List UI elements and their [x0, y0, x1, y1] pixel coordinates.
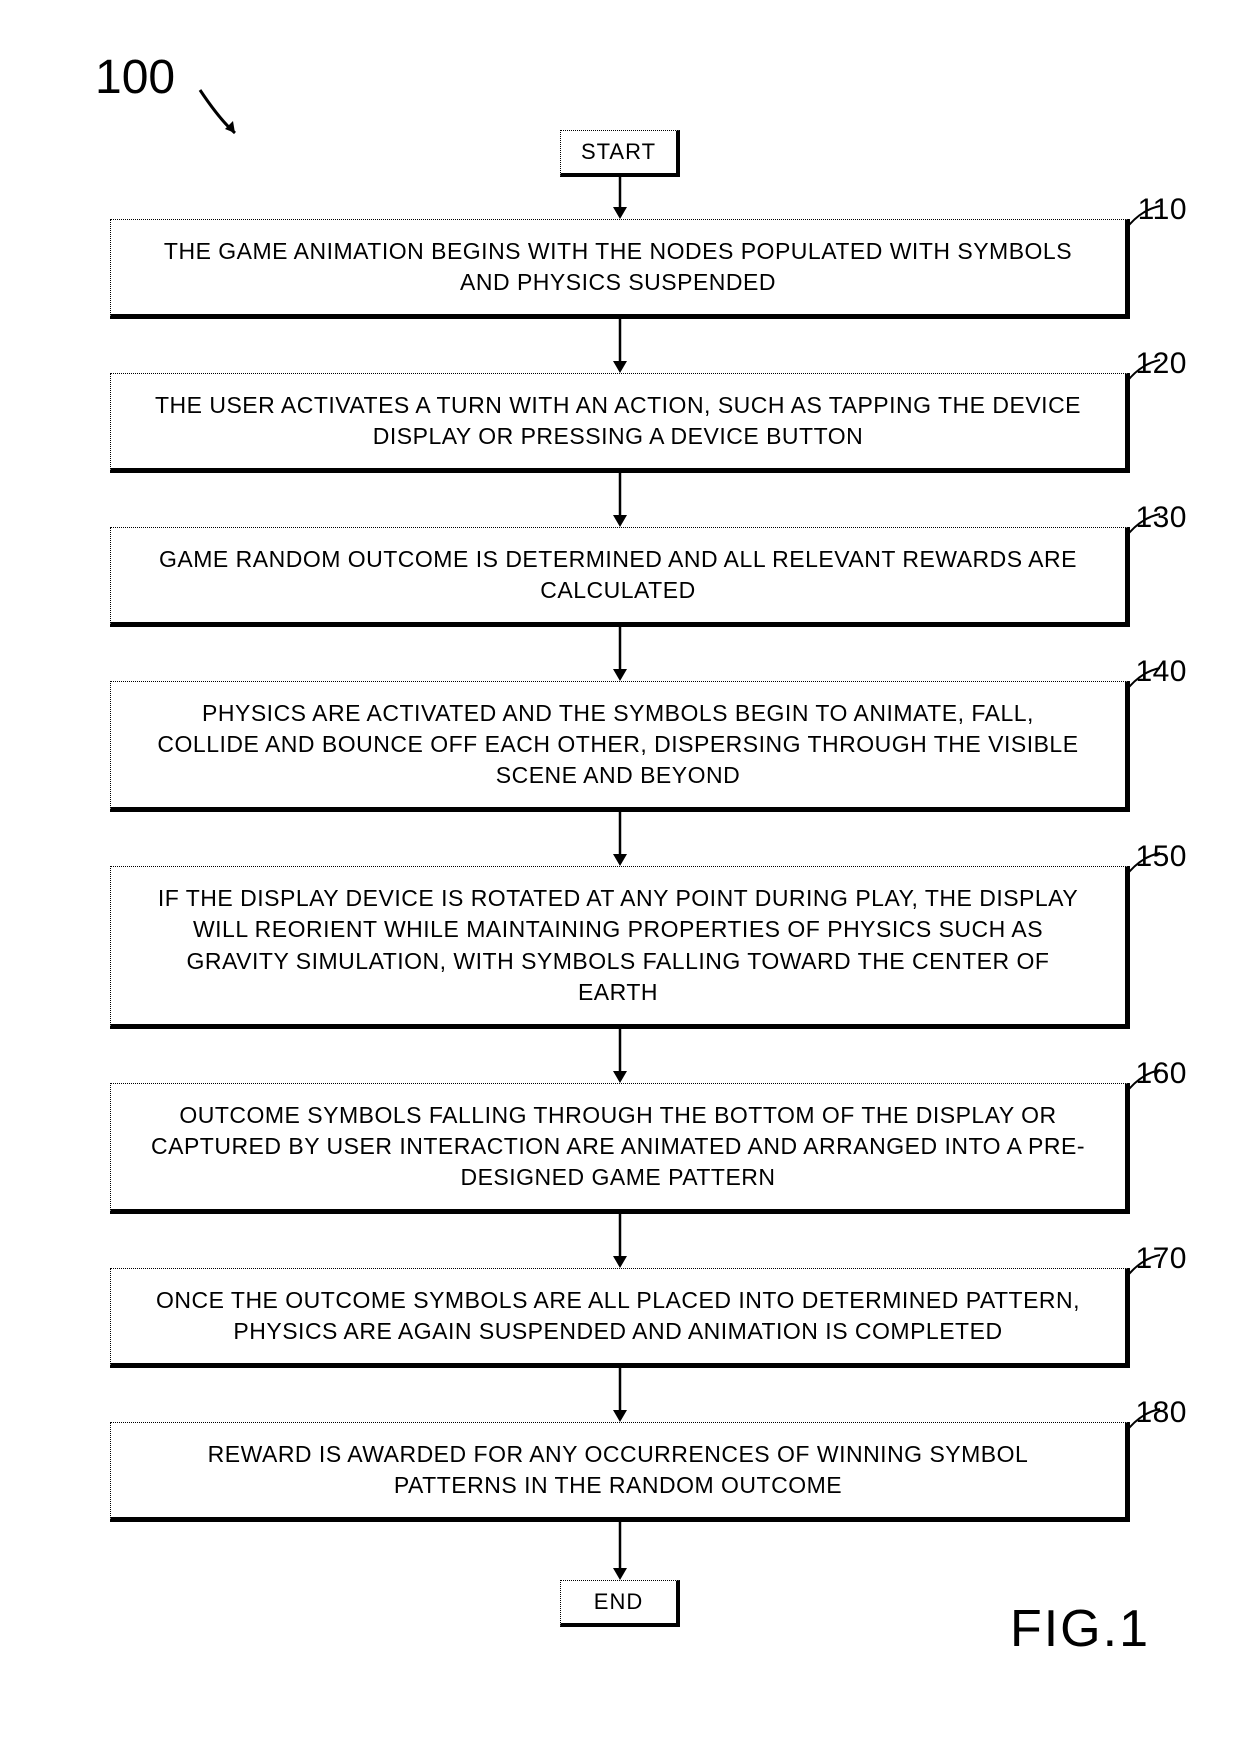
end-terminal: END: [560, 1580, 680, 1627]
process-text: THE GAME ANIMATION BEGINS WITH THE NODES…: [164, 238, 1072, 295]
process-step-130: 130 GAME RANDOM OUTCOME IS DETERMINED AN…: [110, 527, 1130, 627]
ref-label: 170: [1135, 1239, 1187, 1280]
process-text: REWARD IS AWARDED FOR ANY OCCURRENCES OF…: [208, 1441, 1029, 1498]
figure-label: FIG.1: [1010, 1599, 1150, 1659]
arrow-down-icon: [610, 812, 630, 866]
process-text: IF THE DISPLAY DEVICE IS ROTATED AT ANY …: [158, 885, 1078, 1004]
figure-number: 100: [95, 50, 175, 105]
process-step-180: 180 REWARD IS AWARDED FOR ANY OCCURRENCE…: [110, 1422, 1130, 1522]
process-step-120: 120 THE USER ACTIVATES A TURN WITH AN AC…: [110, 373, 1130, 473]
arrow-down-icon: [610, 627, 630, 681]
arrow-down-icon: [610, 319, 630, 373]
ref-label: 160: [1135, 1054, 1187, 1095]
process-text: OUTCOME SYMBOLS FALLING THROUGH THE BOTT…: [151, 1102, 1085, 1190]
arrow-down-icon: [610, 177, 630, 219]
arrow-down-icon: [610, 1029, 630, 1083]
ref-label: 110: [1138, 190, 1187, 231]
process-step-170: 170 ONCE THE OUTCOME SYMBOLS ARE ALL PLA…: [110, 1268, 1130, 1368]
process-step-140: 140 PHYSICS ARE ACTIVATED AND THE SYMBOL…: [110, 681, 1130, 812]
ref-label: 130: [1135, 498, 1187, 539]
process-step-110: 110 THE GAME ANIMATION BEGINS WITH THE N…: [110, 219, 1130, 319]
arrow-down-icon: [610, 1214, 630, 1268]
ref-label: 120: [1135, 344, 1187, 385]
process-text: ONCE THE OUTCOME SYMBOLS ARE ALL PLACED …: [156, 1287, 1080, 1344]
process-text: PHYSICS ARE ACTIVATED AND THE SYMBOLS BE…: [157, 700, 1078, 788]
ref-label: 140: [1135, 652, 1187, 693]
flowchart-container: START 110 THE GAME ANIMATION BEGINS WITH…: [60, 130, 1180, 1627]
arrow-down-icon: [610, 1522, 630, 1580]
process-step-150: 150 IF THE DISPLAY DEVICE IS ROTATED AT …: [110, 866, 1130, 1028]
ref-label: 180: [1135, 1393, 1187, 1434]
process-step-160: 160 OUTCOME SYMBOLS FALLING THROUGH THE …: [110, 1083, 1130, 1214]
arrow-down-icon: [610, 473, 630, 527]
process-text: GAME RANDOM OUTCOME IS DETERMINED AND AL…: [159, 546, 1077, 603]
process-text: THE USER ACTIVATES A TURN WITH AN ACTION…: [155, 392, 1081, 449]
arrow-down-icon: [610, 1368, 630, 1422]
ref-label: 150: [1135, 837, 1187, 878]
start-terminal: START: [560, 130, 680, 177]
